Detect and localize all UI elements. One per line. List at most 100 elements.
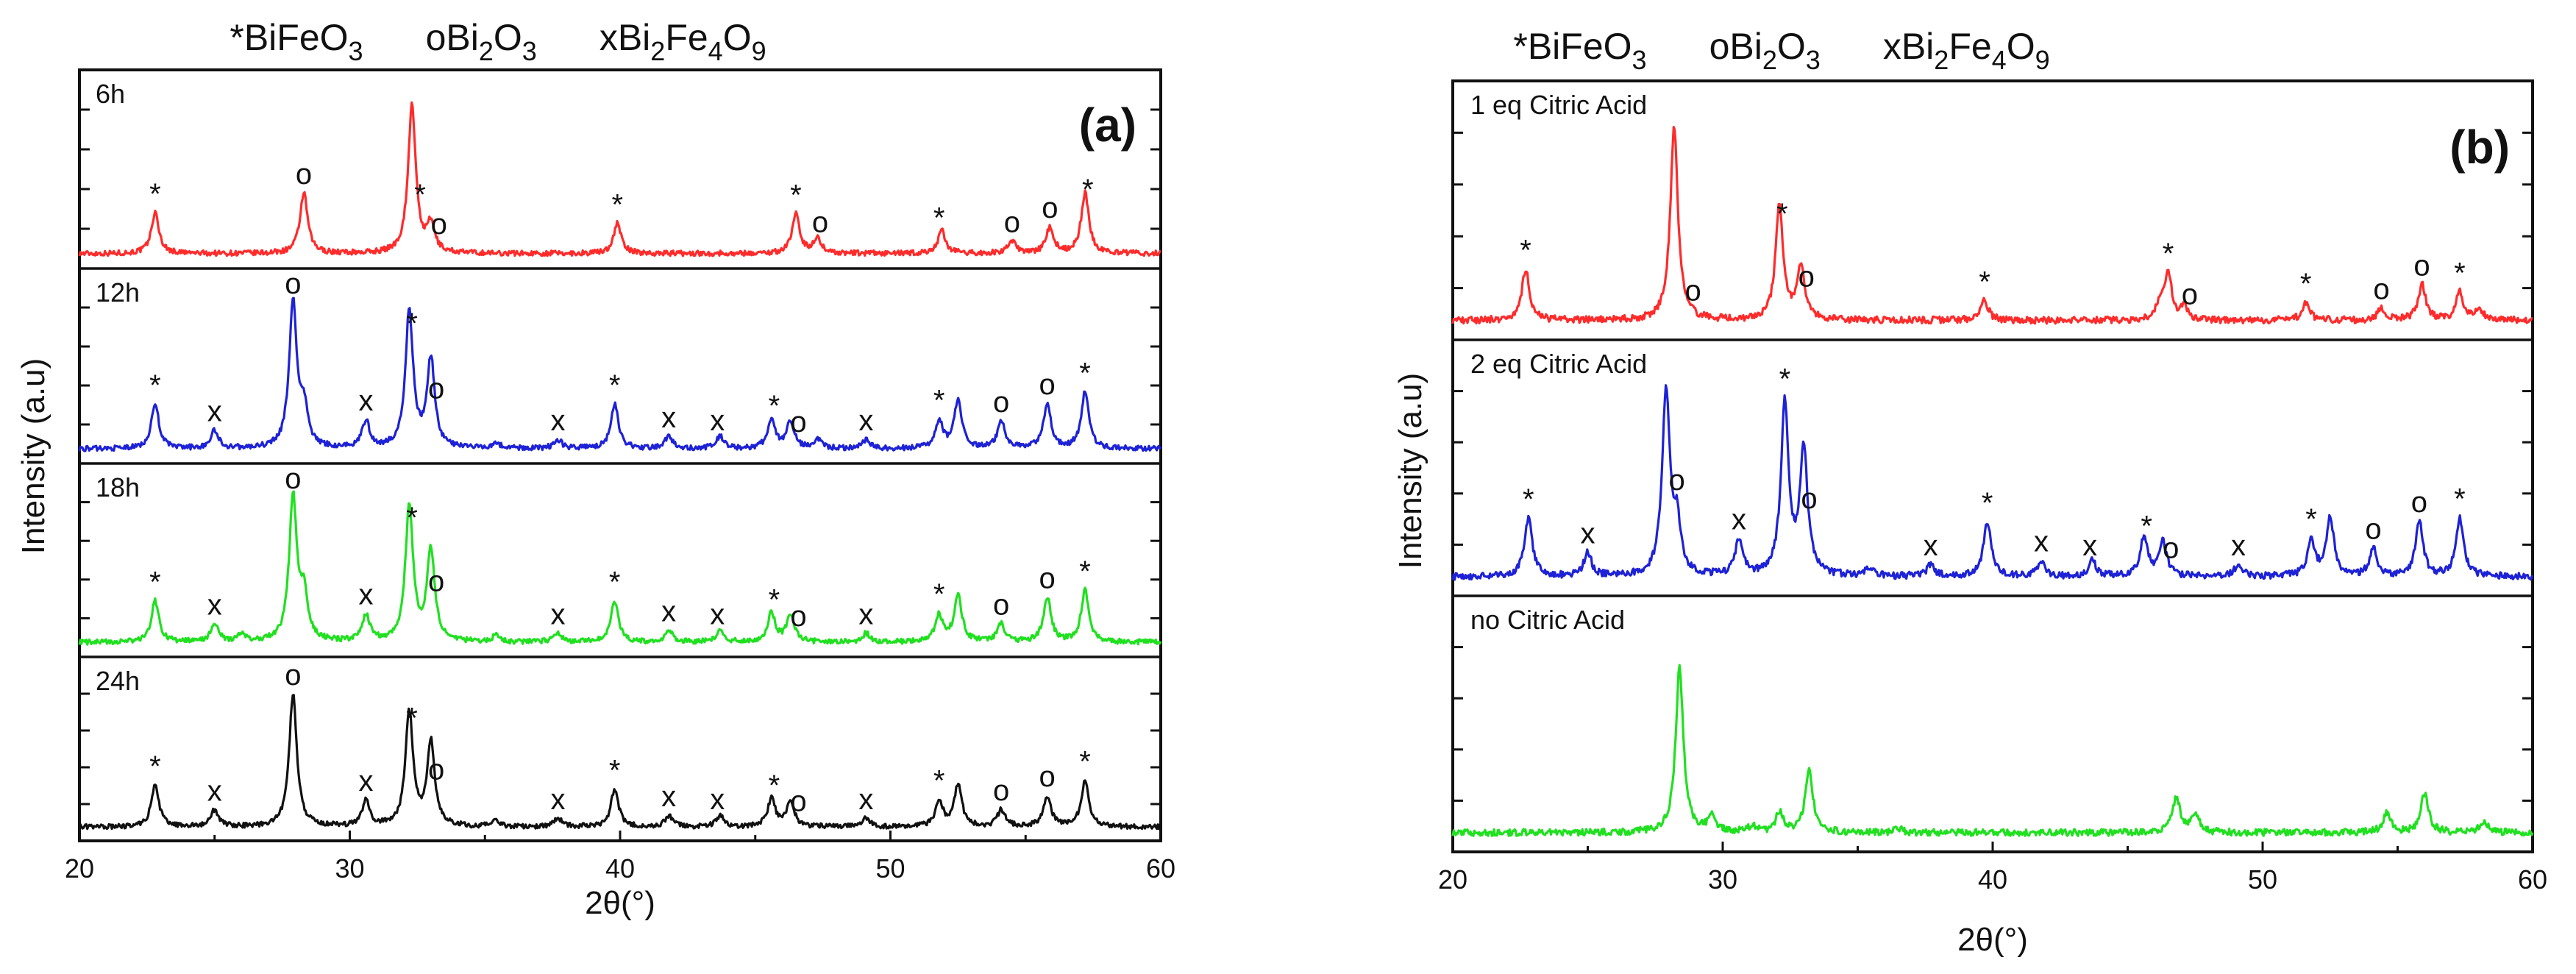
legend-formula: FeO	[277, 17, 348, 58]
legend-formula: Bi	[244, 17, 277, 58]
phase-marker: o	[812, 207, 828, 239]
phase-marker: x	[207, 775, 222, 807]
phase-marker: o	[296, 158, 312, 191]
x-axis-label-b: 2θ(°)	[1957, 922, 2028, 958]
phase-marker: x	[1732, 504, 1746, 536]
phase-marker: x	[661, 781, 676, 813]
y-axis-label-b: Intensity (a.u)	[1392, 373, 1428, 569]
legend-formula: Fe	[1949, 26, 1991, 67]
phase-marker: x	[1581, 517, 1595, 550]
series-label: 2 eq Citric Acid	[1470, 349, 1647, 379]
phase-marker: *	[149, 369, 161, 402]
y-axis-label-a: Intensity (a.u)	[15, 358, 51, 555]
phase-marker: o	[1039, 369, 1056, 401]
phase-marker: o	[285, 463, 301, 495]
x-tick-label: 40	[605, 853, 635, 884]
phase-marker: x	[359, 578, 374, 611]
phase-marker: o	[428, 373, 444, 405]
plot-frame-a	[78, 68, 1162, 842]
legend-formula: Bi	[1729, 26, 1762, 67]
legend-subscript: 4	[1992, 45, 2007, 75]
phase-marker: x	[661, 595, 676, 628]
series-label: 24h	[96, 666, 140, 696]
x-tick-label: 30	[1708, 864, 1737, 895]
legend-subscript: 9	[2035, 45, 2050, 75]
x-axis-label-a: 2θ(°)	[585, 885, 655, 921]
legend-subscript: 2	[479, 36, 494, 66]
phase-marker: o	[2182, 279, 2198, 311]
phase-marker: o	[2413, 249, 2430, 282]
panel-label-a: (a)	[1079, 99, 1136, 152]
x-tick-label: 40	[1978, 864, 2007, 895]
phase-marker: o	[993, 386, 1009, 419]
phase-marker: *	[406, 308, 418, 340]
phase-marker: o	[285, 268, 301, 300]
x-tick-label: 50	[875, 853, 905, 884]
phase-marker: *	[1079, 357, 1091, 389]
series-label: 1 eq Citric Acid	[1470, 90, 1647, 120]
legend-a: *BiFeO3​oBi2​O3​xBi2​Fe4​O9​	[230, 17, 766, 66]
phase-marker: *	[2454, 257, 2466, 289]
phase-marker: o	[1004, 206, 1020, 238]
legend-formula: Bi	[1528, 26, 1560, 67]
xrd-trace-1-eq-citric-acid	[1451, 126, 2533, 325]
phase-marker: o	[790, 600, 806, 633]
xrd-trace-18h	[78, 490, 1162, 646]
phase-marker: o	[1801, 483, 1817, 515]
panel-a: *BiFeO3​oBi2​O3​xBi2​Fe4​O9​ 6h*o*o**o*o…	[15, 17, 1175, 921]
phase-marker: *	[2454, 483, 2466, 515]
phase-marker: o	[1798, 261, 1815, 294]
legend-symbol: *	[1513, 26, 1527, 67]
legend-subscript: 3	[1632, 45, 1647, 75]
x-tick-label: 50	[2248, 864, 2277, 895]
phase-marker: *	[609, 754, 621, 786]
phase-marker: *	[769, 769, 780, 802]
phase-marker: *	[790, 179, 802, 211]
x-tick-label: 60	[2518, 864, 2547, 895]
legend-symbol: o	[426, 17, 446, 58]
xrd-trace-12h	[78, 296, 1162, 452]
phase-marker: *	[609, 369, 621, 402]
phase-marker: x	[550, 405, 565, 437]
phase-marker: *	[1979, 266, 1990, 299]
phase-marker: *	[609, 566, 621, 599]
phase-marker: *	[1982, 487, 1993, 519]
legend-subscript: 3	[1806, 45, 1821, 75]
phase-marker: x	[359, 385, 374, 417]
phase-marker: o	[1668, 464, 1684, 497]
x-tick-label: 30	[335, 853, 364, 884]
phase-marker: *	[1776, 198, 1788, 230]
legend-subscript: 2	[650, 36, 665, 66]
phase-marker: x	[207, 396, 222, 428]
phase-marker: *	[2141, 511, 2152, 543]
phase-marker: o	[1685, 274, 1701, 307]
legend-symbol: *	[230, 17, 243, 58]
phase-marker: x	[710, 783, 725, 816]
phase-marker: x	[858, 783, 873, 816]
phase-marker: *	[1079, 555, 1091, 588]
phase-marker: x	[207, 589, 222, 622]
x-tick-label: 20	[1438, 864, 1467, 895]
legend-formula: Bi	[618, 17, 650, 58]
x-tick-label: 20	[65, 853, 94, 884]
phase-marker: o	[790, 406, 806, 438]
legend-formula: FeO	[1560, 26, 1632, 67]
phase-marker: o	[428, 754, 444, 786]
phase-marker: *	[2300, 268, 2312, 300]
phase-marker: *	[933, 578, 945, 611]
phase-marker: o	[431, 208, 447, 241]
legend-formula: Bi	[446, 17, 478, 58]
phase-marker: x	[2231, 530, 2246, 562]
phase-marker: x	[710, 599, 725, 631]
legend-formula: O	[723, 17, 752, 58]
legend-subscript: 2	[1934, 45, 1949, 75]
phase-marker: *	[933, 764, 945, 797]
phase-marker: x	[2034, 526, 2049, 558]
phase-marker: *	[406, 502, 418, 534]
phase-marker: x	[550, 783, 565, 816]
xrd-trace-2-eq-citric-acid	[1451, 384, 2534, 581]
xrd-trace-24h	[78, 694, 1162, 831]
legend-subscript: 2	[1762, 45, 1777, 75]
phase-marker: *	[149, 178, 161, 210]
legend-formula: O	[494, 17, 522, 58]
